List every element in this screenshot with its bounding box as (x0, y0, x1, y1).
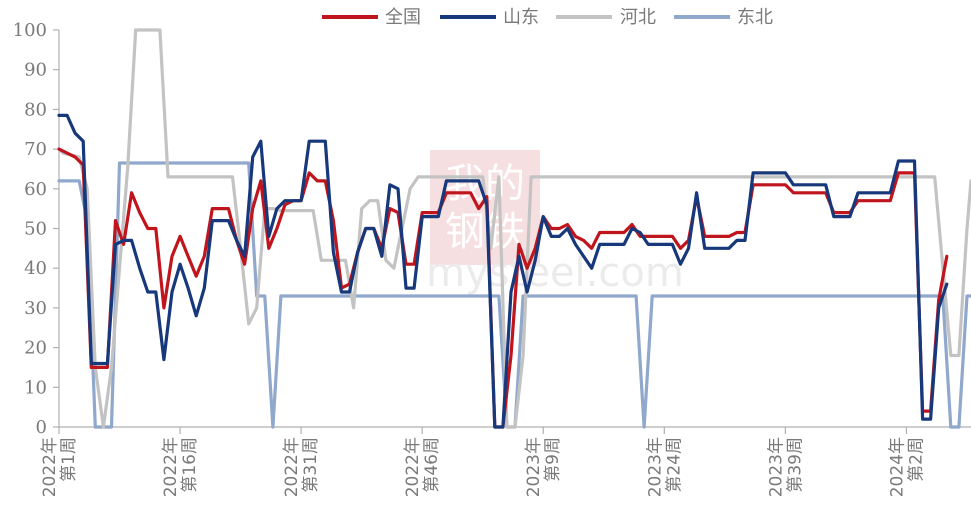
y-tick-label: 40 (24, 258, 47, 279)
x-tick-label-week: 第9周 (543, 437, 563, 482)
legend-label: 全国 (385, 7, 421, 28)
series-line-东北 (57, 161, 971, 429)
x-tick-label-week: 第1周 (59, 437, 79, 482)
x-tick-label-year: 2022年 (282, 437, 302, 497)
watermark-line3: mysteel.com (426, 250, 684, 296)
x-tick-label: 2022年 第31周 (282, 437, 321, 497)
x-tick-label-year: 2024年 (887, 437, 907, 497)
x-tick-label-week: 第16周 (180, 437, 200, 493)
y-tick-label: 20 (24, 338, 47, 359)
x-tick-label-week: 第39周 (785, 437, 805, 493)
x-tick-label-year: 2022年 (403, 437, 423, 497)
x-tick-label-week: 第31周 (301, 437, 321, 493)
y-tick-label: 100 (13, 20, 47, 41)
x-tick-label-year: 2022年 (40, 437, 60, 497)
y-tick-label: 70 (24, 139, 47, 160)
x-tick-label-year: 2023年 (645, 437, 665, 497)
x-tick-label: 2022年 第46周 (403, 437, 442, 497)
legend-label: 山东 (503, 7, 539, 28)
x-tick-label: 2023年 第24周 (645, 437, 684, 497)
series-line-河北 (57, 28, 971, 429)
y-ticks: 0 10 20 30 40 50 60 70 80 90 100 (13, 20, 59, 438)
y-tick-label: 90 (24, 60, 47, 81)
series-layer (57, 28, 971, 429)
y-tick-label: 60 (24, 179, 47, 200)
y-tick-label: 80 (24, 99, 47, 120)
x-tick-label: 2023年 第39周 (766, 437, 805, 497)
x-tick-label-year: 2023年 (524, 437, 544, 497)
watermark-line2: 钢铁 (445, 209, 525, 255)
x-tick-label: 2022年 第16周 (161, 437, 200, 497)
x-tick-label-week: 第46周 (422, 437, 442, 493)
y-tick-label: 0 (36, 417, 47, 438)
x-tick-label-week: 第2周 (906, 437, 926, 482)
x-tick-label-week: 第24周 (664, 437, 684, 493)
y-tick-label: 10 (24, 377, 47, 398)
y-tick-label: 30 (24, 298, 47, 319)
x-tick-label: 2023年 第9周 (524, 437, 563, 497)
series-line-山东 (57, 113, 949, 429)
legend-label: 东北 (737, 7, 773, 28)
legend-label: 河北 (620, 7, 656, 28)
x-tick-label-year: 2022年 (161, 437, 181, 497)
x-tick-label-year: 2023年 (766, 437, 786, 497)
x-tick-label: 2024年 第2周 (887, 437, 926, 497)
x-tick-label: 2022年 第1周 (40, 437, 79, 497)
x-ticks: 2022年 第1周 2022年 第16周 2022年 第31周 2022年 第46周 2023年… (40, 427, 926, 497)
watermark: 我的 钢铁 mysteel.com (426, 150, 684, 296)
legend: 全国 山东 河北 东北 (322, 7, 773, 28)
y-tick-label: 50 (24, 219, 47, 240)
